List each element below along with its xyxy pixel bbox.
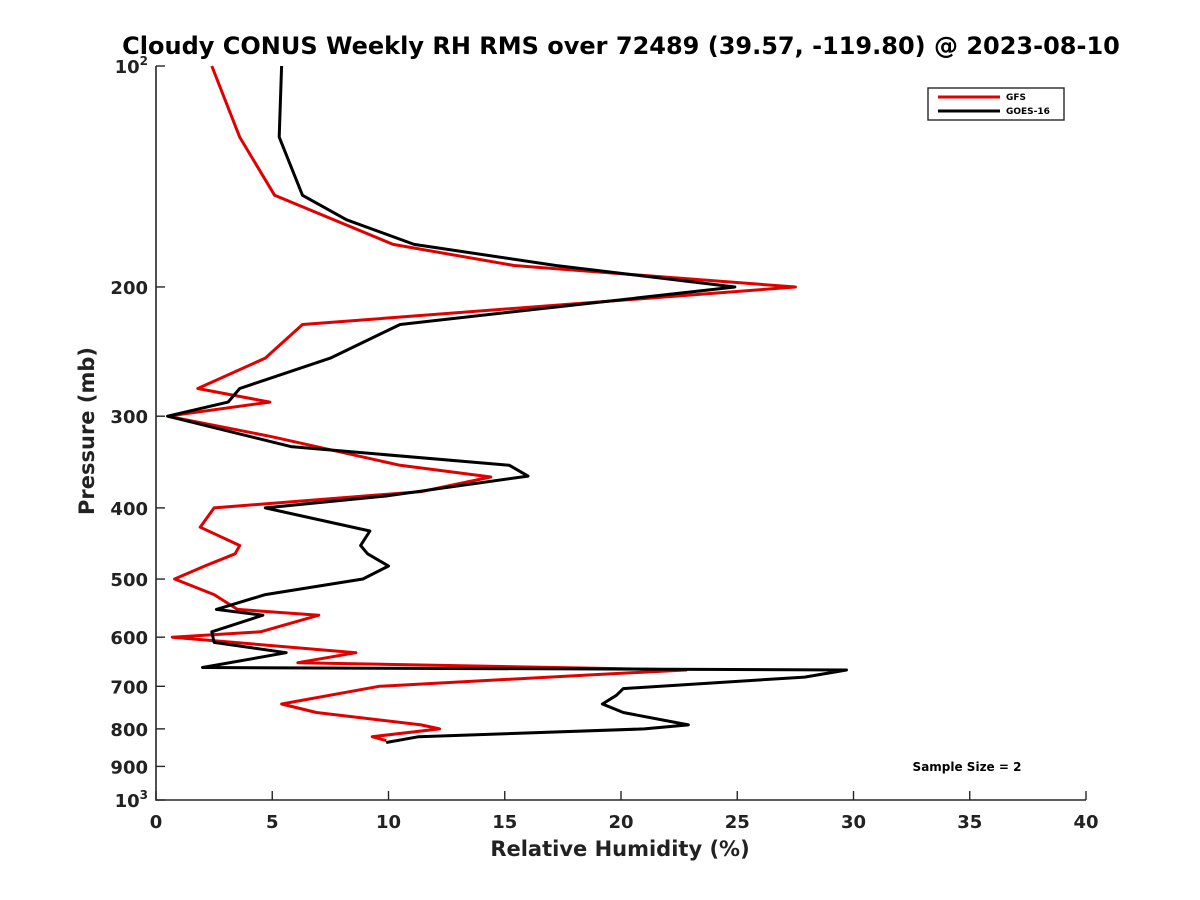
legend-box	[927, 87, 1065, 121]
series-line-gfs	[166, 65, 797, 743]
y-tick-label: 600	[110, 628, 148, 649]
y-axis: 102 200 300 400 500 600 700 800 900 103	[110, 54, 165, 812]
x-axis-label: Relative Humidity (%)	[490, 837, 749, 861]
chart-title: Cloudy CONUS Weekly RH RMS over 72489 (3…	[122, 32, 1120, 60]
y-tick-label: 800	[110, 720, 148, 741]
y-tick-label: 400	[110, 499, 148, 520]
x-tick-label: 10	[376, 812, 401, 833]
x-tick-label: 30	[841, 812, 866, 833]
y-axis-label: Pressure (mb)	[75, 347, 99, 515]
x-tick-label: 15	[492, 812, 517, 833]
y-tick-label: 103	[115, 788, 148, 812]
x-tick-label: 5	[266, 812, 279, 833]
y-tick-label: 700	[110, 677, 148, 698]
sample-size-annotation: Sample Size = 2	[913, 760, 1022, 774]
y-tick-label: 200	[110, 278, 148, 299]
x-tick-label: 25	[725, 812, 750, 833]
x-tick-label: 40	[1073, 812, 1098, 833]
series-line-goes-16	[166, 65, 848, 744]
y-tick-label: 900	[110, 757, 148, 778]
x-tick-label: 20	[608, 812, 633, 833]
legend: GFS GOES-16	[927, 87, 1065, 121]
x-tick-label: 35	[957, 812, 982, 833]
series-layer	[166, 65, 848, 744]
y-tick-label: 102	[115, 54, 148, 78]
x-tick-label: 0	[150, 812, 163, 833]
legend-entry-label: GFS	[1006, 93, 1026, 103]
y-tick-label: 300	[110, 407, 148, 428]
y-tick-label: 500	[110, 570, 148, 591]
legend-entry-label: GOES-16	[1006, 107, 1050, 117]
x-axis: 0 5 10 15 20 25 30 35 40	[150, 791, 1099, 833]
